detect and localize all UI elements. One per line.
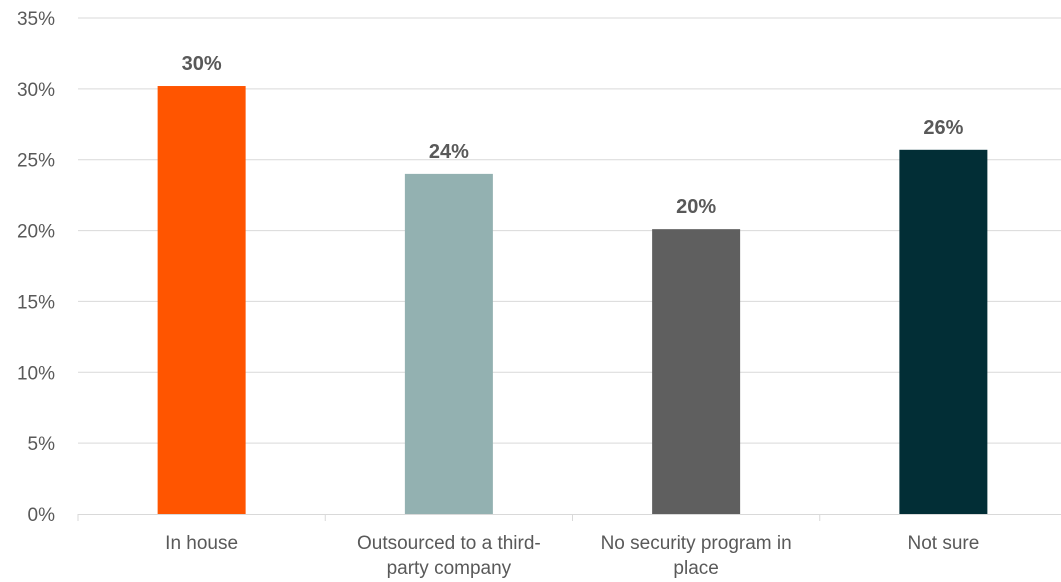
x-category-label: Outsourced to a third-party company bbox=[357, 533, 541, 579]
x-category-label-line: Not sure bbox=[907, 533, 979, 554]
x-category-label-line: Outsourced to a third- bbox=[357, 533, 541, 554]
bar bbox=[157, 86, 246, 514]
data-label: 30% bbox=[182, 53, 222, 75]
bar bbox=[652, 229, 741, 514]
y-tick-label: 35% bbox=[17, 9, 55, 30]
x-category-label-line: place bbox=[673, 558, 718, 579]
x-category-label: No security program in place bbox=[601, 533, 792, 579]
x-category-label-line: No security program in bbox=[601, 533, 792, 554]
x-category-label: In house bbox=[165, 533, 238, 554]
x-category-label: Not sure bbox=[907, 533, 979, 554]
y-tick-label: 5% bbox=[28, 434, 56, 455]
y-tick-label: 20% bbox=[17, 222, 55, 243]
bar bbox=[404, 173, 493, 514]
x-category-label-line: party company bbox=[387, 558, 512, 579]
labels: 0% 5% 10% 15% 20% 25% 30% 35% 30% In house 24% Outs… bbox=[17, 9, 979, 579]
bar bbox=[899, 149, 988, 514]
x-category-label-line: In house bbox=[165, 533, 238, 554]
data-label: 24% bbox=[429, 141, 469, 163]
bars bbox=[157, 86, 988, 514]
data-label: 26% bbox=[923, 117, 963, 139]
y-tick-label: 10% bbox=[17, 363, 55, 384]
y-tick-label: 30% bbox=[17, 80, 55, 101]
y-tick-label: 0% bbox=[28, 505, 56, 526]
y-tick-label: 15% bbox=[17, 292, 55, 313]
x-axis bbox=[77, 514, 1061, 521]
data-label: 20% bbox=[676, 196, 716, 218]
y-tick-label: 25% bbox=[17, 151, 55, 172]
